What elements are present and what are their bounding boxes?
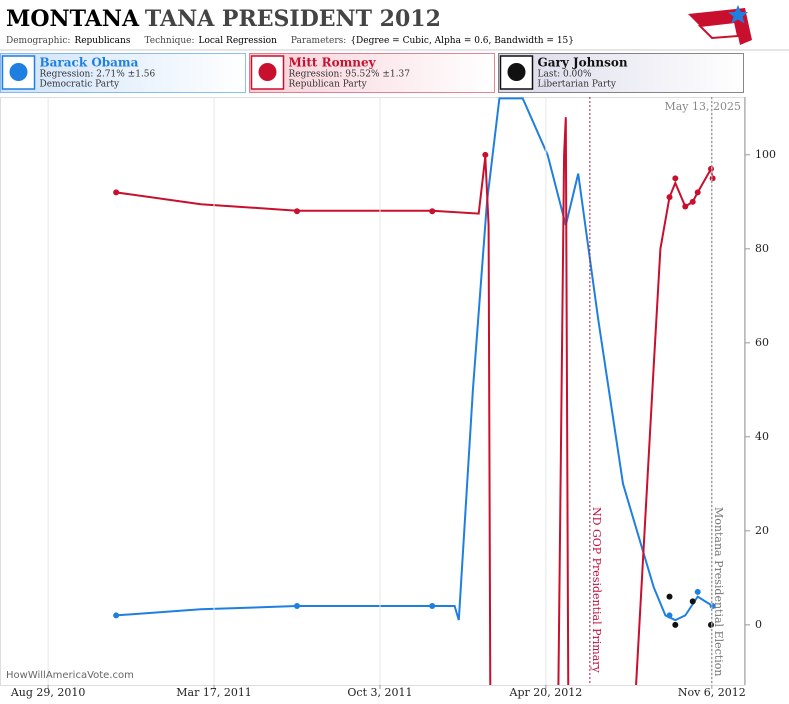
poll-point	[672, 175, 679, 182]
poll-point	[682, 203, 689, 210]
param-label: Technique:	[144, 36, 194, 46]
legend-party: Republican Party	[289, 80, 368, 90]
poll-point	[482, 151, 489, 158]
legend-name: Mitt Romney	[289, 56, 377, 70]
legend-detail: Last: 0.00%	[538, 70, 593, 80]
poll-point	[666, 593, 673, 600]
event-label: Montana Presidential Election	[712, 507, 725, 676]
poll-point	[694, 189, 701, 196]
watermark: HowWillAmericaVote.com	[6, 670, 134, 681]
poll-point	[709, 603, 716, 610]
legend-detail: Regression: 95.52% ±1.37	[289, 70, 411, 80]
legend-icon-mark	[258, 63, 277, 81]
parameters: Demographic: Republicans Technique: Local R…	[6, 36, 574, 46]
param-label: Demographic:	[6, 36, 70, 46]
x-tick-label: Nov 6, 2012	[678, 686, 746, 699]
logo	[688, 5, 752, 45]
x-tick-label: Aug 29, 2010	[10, 686, 86, 699]
param-value: {Degree = Cubic, Alpha = 0.6, Bandwidth …	[350, 36, 574, 46]
param-value: Local Regression	[199, 36, 278, 46]
poll-point	[429, 603, 436, 610]
legend-icon-mark	[507, 63, 526, 81]
plot-frame	[0, 97, 745, 686]
poll-point	[429, 208, 436, 215]
legend-detail: Regression: 2.71% ±1.56	[40, 70, 156, 80]
regression-line	[116, 97, 714, 622]
legend-party: Libertarian Party	[538, 80, 617, 90]
y-tick-label: 40	[755, 430, 769, 443]
title: MONTANA TANA PRESIDENT 2012	[6, 6, 441, 32]
poll-point	[666, 612, 673, 619]
poll-point	[689, 598, 696, 605]
poll-point	[709, 175, 716, 182]
title-state: MONTANA	[6, 6, 140, 32]
y-tick-label: 100	[755, 148, 776, 161]
poll-point	[294, 603, 301, 610]
plot-area	[113, 97, 716, 685]
param-value: Republicans	[74, 36, 130, 46]
poll-point	[707, 621, 714, 628]
poll-point	[694, 588, 701, 595]
legend-name: Gary Johnson	[538, 56, 628, 70]
legend-name: Barack Obama	[40, 56, 139, 70]
x-tick-label: Mar 17, 2011	[176, 686, 252, 699]
logo-stripe	[697, 20, 740, 40]
poll-point	[113, 189, 120, 196]
poll-point	[666, 194, 673, 201]
legend-box	[498, 53, 744, 93]
event-label: ND GOP Presidential Primary	[590, 507, 603, 674]
legend-icon-mark	[9, 63, 28, 81]
x-tick-label: Apr 20, 2012	[509, 686, 583, 699]
y-tick-label: 60	[755, 336, 769, 349]
poll-point	[113, 612, 120, 619]
poll-point	[672, 621, 679, 628]
logo-star	[728, 5, 748, 24]
x-tick-label: Oct 3, 2011	[347, 686, 412, 699]
legend-party: Democratic Party	[40, 80, 121, 90]
legend-box	[0, 53, 246, 93]
y-tick-label: 20	[755, 524, 769, 537]
poll-point	[707, 165, 714, 172]
y-tick-label: 80	[755, 242, 769, 255]
poll-point	[689, 198, 696, 205]
regression-line	[115, 117, 714, 685]
date-stamp: May 13, 2025	[664, 100, 741, 113]
poll-point	[294, 208, 301, 215]
legend-box	[249, 53, 495, 93]
param-label: Parameters:	[291, 36, 346, 46]
y-tick-label: 0	[755, 618, 762, 631]
title-race: TANA PRESIDENT 2012	[145, 6, 441, 32]
